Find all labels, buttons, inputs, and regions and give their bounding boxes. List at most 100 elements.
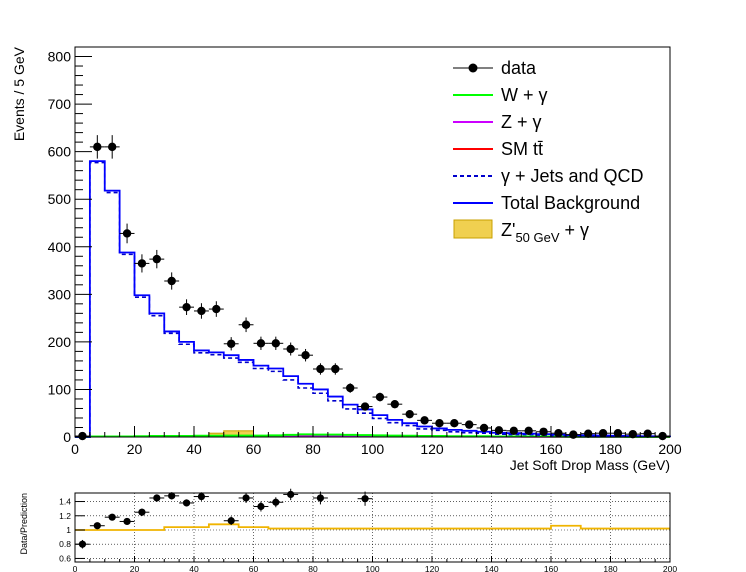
data-marker [167,276,176,286]
x-tick-label: 140 [480,441,504,457]
ratio-point [119,517,135,526]
legend-item-gamma-jets-qcd: γ + Jets and QCD [453,166,644,186]
data-point [476,423,492,433]
data-point [223,337,239,351]
ratio-marker [182,499,191,507]
legend-item-total-background: Total Background [453,193,640,213]
ratio-x-tick-label: 120 [425,564,439,572]
x-tick-label: 40 [186,441,202,457]
x-tick-label: 80 [305,441,321,457]
data-marker [360,402,370,411]
ratio-point [357,491,373,506]
ratio-point [89,522,105,530]
data-marker [197,306,206,316]
main-plot-axes: 0 20 40 60 80 100 120 140 160 180 200 0 100 200 300 400… [48,46,682,457]
legend-swatch-marker [468,63,478,73]
x-tick-label: 60 [246,441,262,457]
data-point [491,426,507,435]
data-point [149,249,165,269]
ratio-point [134,508,150,516]
data-marker [256,339,266,348]
ratio-line-series [75,523,670,531]
legend-label: γ + Jets and QCD [501,166,644,186]
ratio-marker [227,517,235,525]
ratio-x-tick-label: 60 [249,564,259,572]
data-point [446,419,462,428]
x-tick-label: 0 [71,441,79,457]
data-point [342,383,358,393]
data-marker [613,428,623,438]
data-marker [494,426,504,435]
main-plot-panel: 0 20 40 60 80 100 120 140 160 180 200 0 100 200 300 400… [11,46,682,473]
ratio-point [313,491,328,505]
main-plot-frame [74,46,671,438]
data-marker [420,416,429,425]
data-point [610,428,626,438]
ratio-plot-panel: 0 20 40 60 80 100 120 140 160 180 200 0.6 0.8 1 1.2 1.4… [19,488,677,572]
ratio-y-axis-label: Data/Prediction [19,493,29,555]
data-point [580,429,596,438]
data-marker [509,426,519,436]
ratio-x-tick-label: 160 [544,564,558,572]
data-point [461,420,477,429]
data-point [327,363,343,375]
data-point [551,428,566,438]
data-marker [554,428,563,438]
ratio-point [179,499,194,507]
legend-label-subscript: 50 GeV [515,230,559,245]
ratio-marker [197,492,206,501]
data-marker [450,419,459,428]
data-point [119,223,135,244]
ratio-marker [242,494,250,502]
ratio-marker [153,494,161,502]
data-marker [107,142,117,152]
legend-label-suffix: + γ [560,220,590,240]
data-point [625,429,641,439]
ratio-y-tick-label: 1 [66,525,71,535]
data-point [432,419,447,428]
data-point [298,348,313,362]
data-marker [241,320,251,329]
ratio-x-tick-label: 180 [603,564,617,572]
data-marker [93,142,102,152]
data-marker [271,339,281,348]
ratio-y-tick-label: 0.8 [59,539,71,549]
ratio-point [149,494,165,502]
legend-label: SM tt̄ [501,139,543,159]
data-point [655,431,670,441]
ratio-x-tick-label: 80 [308,564,318,572]
ratio-marker [287,490,295,499]
ratio-marker [361,495,369,503]
ratio-marker [257,502,265,511]
data-point [283,342,299,356]
data-marker [464,420,474,429]
data-point [506,426,522,436]
x-tick-label: 200 [658,441,682,457]
legend-label: Total Background [501,193,640,213]
ratio-marker [272,498,280,506]
ratio-x-tick-label: 100 [365,564,379,572]
data-point [357,402,373,411]
data-point [640,429,656,438]
ratio-point [238,493,254,503]
y-tick-label: 100 [48,381,72,397]
data-marker [405,409,414,419]
data-marker [643,429,652,438]
y-tick-label: 300 [48,286,72,302]
ratio-marker [93,522,101,530]
legend-label: Z + γ [501,112,542,132]
data-marker [316,364,325,374]
ratio-marker [138,508,146,516]
legend-label: W + γ [501,85,548,105]
legend-swatch [453,219,493,239]
data-point [194,303,209,319]
y-tick-label: 0 [63,429,71,445]
data-marker [226,339,236,348]
ratio-point [104,513,120,521]
ratio-x-tick-label: 140 [484,564,498,572]
data-point [134,254,150,273]
x-tick-label: 160 [539,441,563,457]
y-axis-label: Events / 5 GeV [11,46,27,141]
data-marker [628,429,638,439]
